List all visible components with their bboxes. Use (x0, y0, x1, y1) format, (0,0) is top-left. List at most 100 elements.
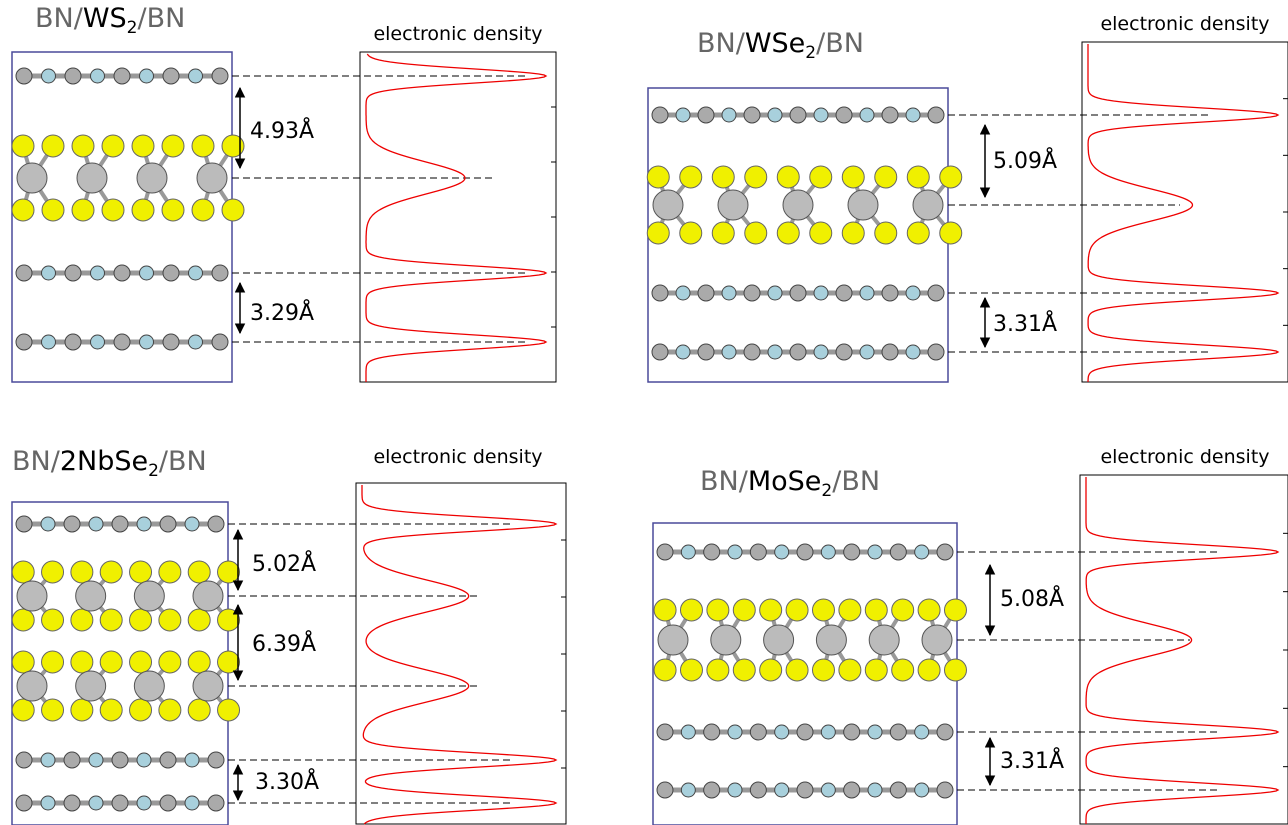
chalcogen (130, 699, 152, 721)
metal (816, 625, 846, 655)
atom (16, 68, 32, 84)
chalcogen (712, 222, 734, 244)
chalcogen (100, 699, 122, 721)
title-prefix: BN/ (697, 28, 746, 59)
atom (836, 344, 852, 360)
distance-label: 4.93Å (250, 117, 314, 144)
title-material: WSe (745, 28, 805, 59)
panel-title: BN/WS2/BN (35, 3, 185, 38)
atom (868, 725, 882, 739)
chalcogen (865, 659, 887, 681)
chalcogen (12, 135, 34, 157)
atom (750, 544, 766, 560)
atom (890, 782, 906, 798)
atom (64, 516, 80, 532)
atom (882, 285, 898, 301)
atom (42, 69, 56, 83)
chalcogen (102, 199, 124, 221)
atom (821, 783, 835, 797)
distance-label: 3.30Å (255, 768, 319, 795)
atom (814, 345, 828, 359)
atom (860, 108, 874, 122)
title-subscript: 2 (805, 43, 816, 63)
atom (652, 344, 668, 360)
atom (160, 752, 176, 768)
atom (821, 545, 835, 559)
atom (89, 796, 103, 810)
atom (775, 725, 789, 739)
chalcogen (892, 599, 914, 621)
atom (836, 285, 852, 301)
atom (844, 782, 860, 798)
atom (16, 752, 32, 768)
atom (906, 345, 920, 359)
atom (65, 265, 81, 281)
atom (790, 344, 806, 360)
chalcogen (159, 561, 181, 583)
density-label: electronic density (1100, 13, 1269, 35)
density-label: electronic density (1100, 446, 1269, 468)
atom (915, 783, 929, 797)
chalcogen (760, 599, 782, 621)
panel-title: BN/WSe2/BN (697, 28, 864, 63)
atom (797, 544, 813, 560)
title-suffix: /BN (832, 466, 880, 497)
metal (718, 190, 748, 220)
chalcogen (839, 659, 861, 681)
atom (790, 285, 806, 301)
chalcogen (192, 135, 214, 157)
chalcogen (159, 651, 181, 673)
title-suffix: /BN (816, 28, 864, 59)
atom (937, 544, 953, 560)
chalcogen (42, 561, 64, 583)
metal (869, 625, 899, 655)
atom (163, 68, 179, 84)
chalcogen (159, 609, 181, 631)
metal (848, 190, 878, 220)
atom (928, 107, 944, 123)
distance-label: 3.31Å (993, 310, 1057, 337)
atom (744, 344, 760, 360)
density-label: electronic density (373, 23, 542, 45)
chalcogen (162, 199, 184, 221)
atom (681, 783, 695, 797)
atom (681, 725, 695, 739)
chalcogen (130, 651, 152, 673)
density-curve (362, 485, 556, 824)
chalcogen (218, 651, 240, 673)
title-prefix: BN/ (700, 466, 749, 497)
atom (208, 516, 224, 532)
chalcogen (654, 599, 676, 621)
atom (868, 545, 882, 559)
chalcogen (865, 599, 887, 621)
title-prefix: BN/ (12, 446, 61, 477)
chalcogen (786, 599, 808, 621)
chalcogen (777, 222, 799, 244)
chalcogen (188, 561, 210, 583)
atom (16, 516, 32, 532)
atom (652, 285, 668, 301)
chalcogen (71, 561, 93, 583)
atom (91, 266, 105, 280)
atom (698, 285, 714, 301)
chalcogen (760, 659, 782, 681)
atom (937, 782, 953, 798)
atom (928, 285, 944, 301)
density-box (1080, 475, 1288, 824)
metal (764, 625, 794, 655)
metal (134, 671, 164, 701)
metal (17, 163, 47, 193)
chalcogen (707, 659, 729, 681)
chalcogen (712, 166, 734, 188)
chalcogen (100, 561, 122, 583)
atom (728, 545, 742, 559)
title-material: 2NbSe (60, 446, 148, 477)
chalcogen (810, 166, 832, 188)
chalcogen (940, 222, 962, 244)
chalcogen (218, 699, 240, 721)
chalcogen (918, 599, 940, 621)
chalcogen (875, 166, 897, 188)
chalcogen (647, 166, 669, 188)
atom (185, 796, 199, 810)
atom (42, 335, 56, 349)
